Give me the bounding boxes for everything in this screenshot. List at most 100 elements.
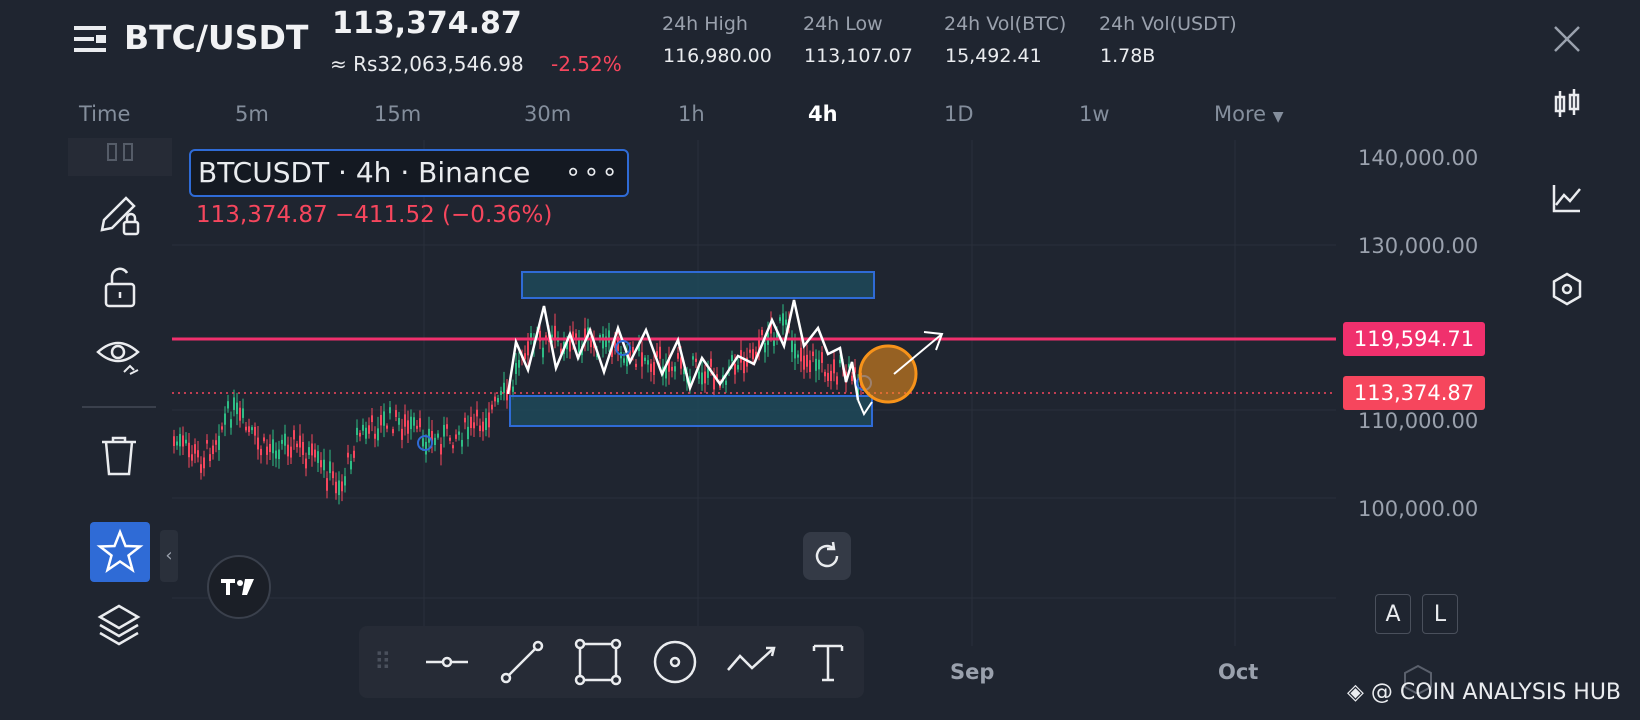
anchor-point[interactable] <box>615 340 631 356</box>
candle-body <box>830 370 832 381</box>
candle-body <box>272 439 274 454</box>
candle-body <box>857 384 859 397</box>
drag-handle-icon[interactable]: ⠿ <box>374 648 392 676</box>
hexagon-icon[interactable] <box>1542 264 1592 314</box>
grid-icon <box>107 143 133 161</box>
candle-body <box>602 334 604 349</box>
candle-body <box>374 433 376 439</box>
candle-body <box>419 418 421 428</box>
candle-body <box>854 367 856 373</box>
path-icon[interactable] <box>724 642 778 682</box>
projection-arrow-down[interactable] <box>857 399 873 417</box>
candle-body <box>326 478 328 491</box>
trash-icon[interactable] <box>94 430 144 480</box>
indicator-icon[interactable] <box>1542 173 1592 223</box>
toolbar-top-item[interactable] <box>68 138 172 176</box>
candle-body <box>701 372 703 385</box>
price-chart[interactable] <box>172 140 1336 646</box>
candle-body <box>230 419 232 428</box>
menu-icon[interactable] <box>74 24 108 54</box>
tab-1h[interactable]: 1h <box>678 102 705 126</box>
arrow-head-icon <box>923 331 944 351</box>
candle-body <box>809 360 811 373</box>
candle-body <box>734 364 736 375</box>
supply-zone-rectangle[interactable] <box>521 271 875 299</box>
candle-body <box>365 427 367 439</box>
favorite-button[interactable] <box>90 522 150 582</box>
tab-time[interactable]: Time <box>79 102 131 126</box>
candle-body <box>764 343 766 353</box>
candle-body <box>353 450 355 458</box>
candle-body <box>431 430 433 444</box>
candle-body <box>692 356 694 360</box>
candle-body <box>173 436 175 446</box>
projection-arrow-up[interactable] <box>893 333 943 375</box>
text-icon[interactable] <box>808 638 848 686</box>
eye-icon[interactable] <box>94 332 144 382</box>
candle-body <box>425 441 427 455</box>
candle-body <box>527 341 529 356</box>
stat-value-vol-btc: 15,492.41 <box>945 45 1042 67</box>
candle-body <box>356 427 358 436</box>
trend-line-icon[interactable] <box>498 638 546 686</box>
reset-chart-button[interactable] <box>803 532 851 580</box>
candle-body <box>560 348 562 354</box>
candle-body <box>347 452 349 458</box>
candle-body <box>824 371 826 377</box>
tab-1d[interactable]: 1D <box>944 102 974 126</box>
candle-body <box>182 435 184 447</box>
legend-options-icon[interactable]: ∘∘∘ <box>565 157 620 187</box>
pair-title[interactable]: BTC/USDT <box>124 18 309 57</box>
candle-body <box>776 331 778 340</box>
candle-body <box>275 450 277 459</box>
candle-body <box>323 459 325 471</box>
candle-body <box>827 372 829 381</box>
highlight-circle[interactable] <box>858 344 918 404</box>
pencil-lock-icon[interactable] <box>94 190 144 240</box>
close-icon[interactable] <box>1552 24 1582 54</box>
candle-body <box>302 442 304 455</box>
tab-more[interactable]: More ▼ <box>1214 102 1284 126</box>
candle-body <box>398 418 400 425</box>
candle-body <box>266 446 268 455</box>
candle-body <box>215 440 217 445</box>
candle-body <box>584 328 586 342</box>
horizontal-line-icon[interactable] <box>424 642 470 682</box>
demand-zone-rectangle[interactable] <box>509 395 873 427</box>
tab-15m[interactable]: 15m <box>374 102 422 126</box>
tab-5m[interactable]: 5m <box>235 102 269 126</box>
candles-icon[interactable] <box>1542 81 1592 131</box>
candle-body <box>203 457 205 469</box>
legend-price-change: 113,374.87 −411.52 (−0.36%) <box>196 202 553 228</box>
candle-body <box>488 412 490 428</box>
candle-body <box>629 350 631 356</box>
auto-scale-button[interactable]: A <box>1375 594 1411 634</box>
resistance-price-tag: 119,594.71 <box>1343 322 1485 356</box>
log-scale-button[interactable]: L <box>1422 594 1458 634</box>
tab-30m[interactable]: 30m <box>524 102 572 126</box>
candle-body <box>515 363 517 374</box>
candle-body <box>317 451 319 463</box>
refresh-icon <box>815 541 839 568</box>
tab-4h[interactable]: 4h <box>808 102 838 126</box>
layers-icon[interactable] <box>94 600 144 650</box>
rectangle-icon[interactable] <box>574 638 622 686</box>
candle-body <box>695 358 697 362</box>
unlock-icon[interactable] <box>94 262 144 312</box>
collapse-toolbar-button[interactable]: ‹ <box>160 530 178 582</box>
circle-icon[interactable] <box>651 638 699 686</box>
watermark: ◈ @ COIN ANALYSIS HUB <box>1347 680 1621 705</box>
candle-body <box>278 449 280 460</box>
last-price-tag: 113,374.87 <box>1343 376 1485 410</box>
price-tick: 110,000.00 <box>1358 409 1479 433</box>
symbol-legend-box[interactable] <box>189 149 629 197</box>
candle-body <box>218 435 220 450</box>
tab-1w[interactable]: 1w <box>1079 102 1110 126</box>
hexagon-watermark-icon <box>1401 664 1435 698</box>
candle-body <box>803 355 805 370</box>
anchor-point[interactable] <box>417 435 433 451</box>
drawn-path[interactable] <box>506 299 860 401</box>
candle-body <box>500 390 502 395</box>
candle-body <box>773 338 775 346</box>
candle-body <box>263 437 265 442</box>
